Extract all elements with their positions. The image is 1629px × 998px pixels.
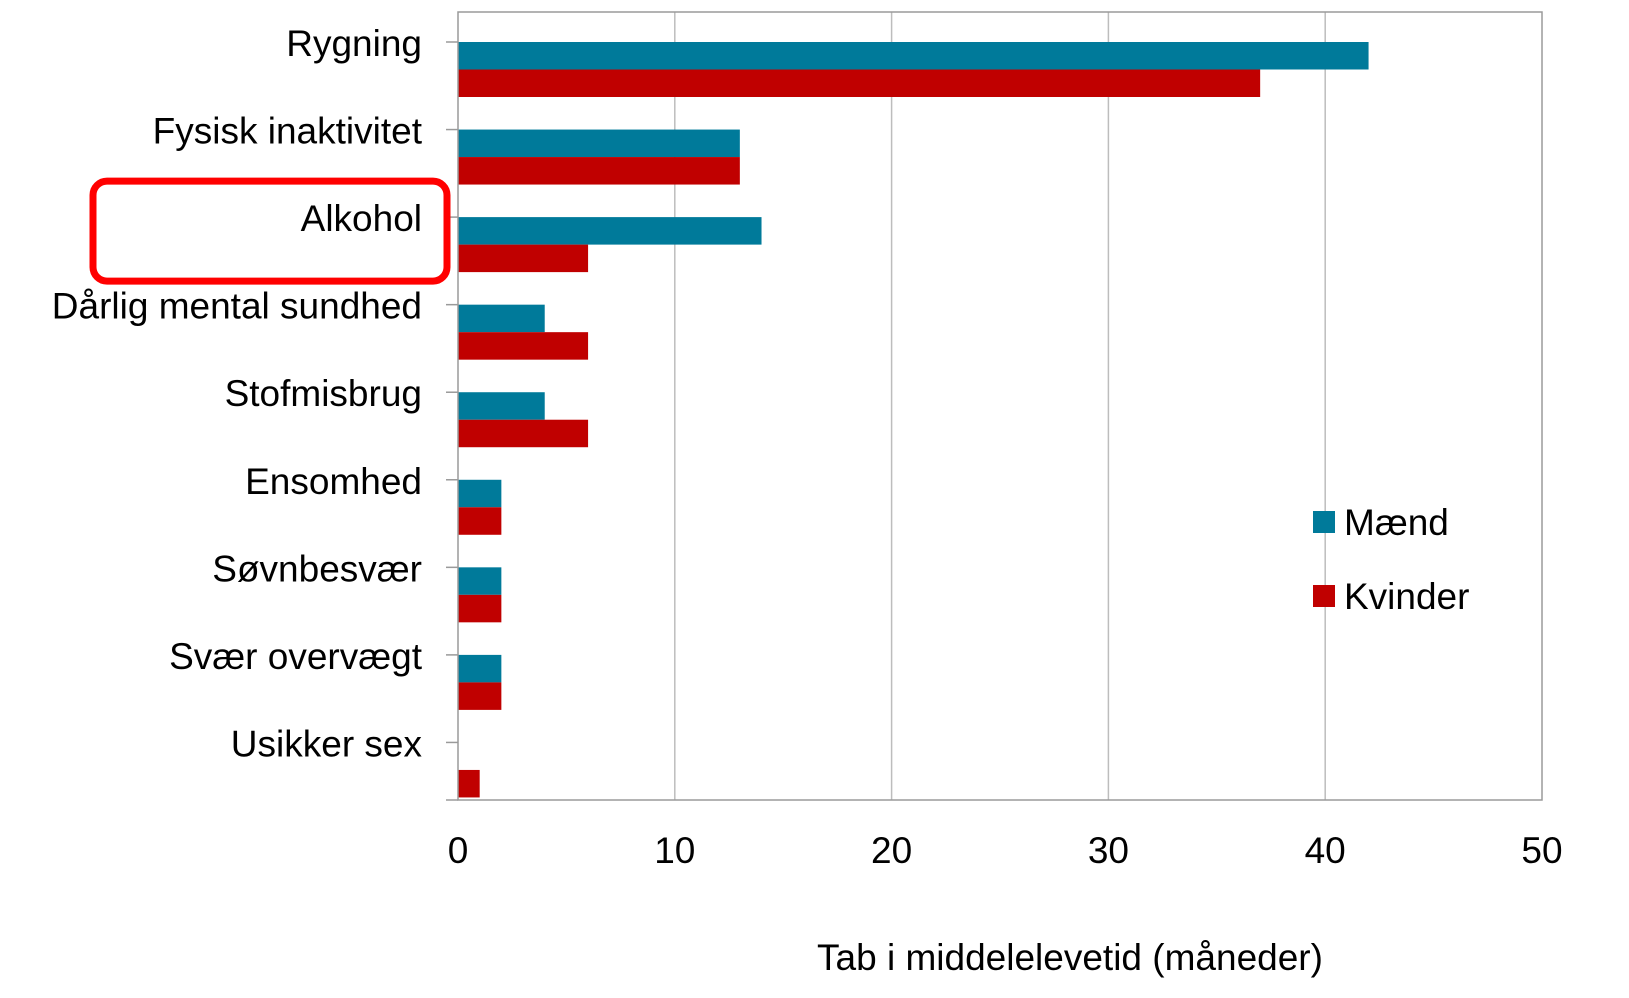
category-label: Fysisk inaktivitet xyxy=(153,111,423,152)
bar-maend xyxy=(458,479,502,508)
legend: Mænd Kvinder xyxy=(1313,502,1469,617)
bar-kvinder xyxy=(458,682,502,710)
category-label: Stofmisbrug xyxy=(225,373,422,414)
x-tick-label: 10 xyxy=(654,830,695,871)
bar-kvinder xyxy=(458,244,589,273)
category-label: Søvnbesvær xyxy=(212,548,422,589)
plot-area-frame xyxy=(457,11,1543,801)
bar-maend xyxy=(458,42,1369,70)
bar-maend xyxy=(458,129,740,158)
x-tick-label: 30 xyxy=(1088,830,1129,871)
x-tick-label: 0 xyxy=(448,830,469,871)
category-labels: Rygning Fysisk inaktivitet Alkohol Dårlig m… xyxy=(52,23,423,764)
bar-maend xyxy=(458,217,762,245)
bar-kvinder xyxy=(458,419,589,448)
category-label: Svær overvægt xyxy=(169,636,423,677)
bar-kvinder xyxy=(458,157,740,185)
x-tick-label: 50 xyxy=(1521,830,1562,871)
category-label: Usikker sex xyxy=(231,723,423,764)
bar-kvinder xyxy=(458,769,480,798)
bar-maend xyxy=(458,304,545,333)
bar-kvinder xyxy=(458,507,502,535)
category-label: Ensomhed xyxy=(245,461,422,502)
axes xyxy=(446,11,1543,801)
x-tick-label: 40 xyxy=(1305,830,1346,871)
x-tick-label: 20 xyxy=(871,830,912,871)
x-tick-labels: 0 10 20 30 40 50 xyxy=(448,830,1563,871)
legend-label: Mænd xyxy=(1344,502,1449,543)
category-label: Rygning xyxy=(286,23,422,64)
bar-kvinder xyxy=(458,69,1261,97)
x-axis-title: Tab i middelelevetid (måneder) xyxy=(817,937,1323,978)
legend-label: Kvinder xyxy=(1344,576,1469,617)
legend-swatch xyxy=(1313,585,1335,607)
legend-swatch xyxy=(1313,511,1335,533)
gridlines xyxy=(674,12,1326,800)
bar-kvinder xyxy=(458,332,589,360)
highlight-box xyxy=(89,177,451,285)
bar-kvinder xyxy=(458,594,502,623)
category-label: Dårlig mental sundhed xyxy=(52,286,422,327)
bars xyxy=(458,42,1369,798)
bar-maend xyxy=(458,567,502,595)
bar-maend xyxy=(458,392,545,420)
category-label: Alkohol xyxy=(301,198,422,239)
bar-maend xyxy=(458,654,502,683)
